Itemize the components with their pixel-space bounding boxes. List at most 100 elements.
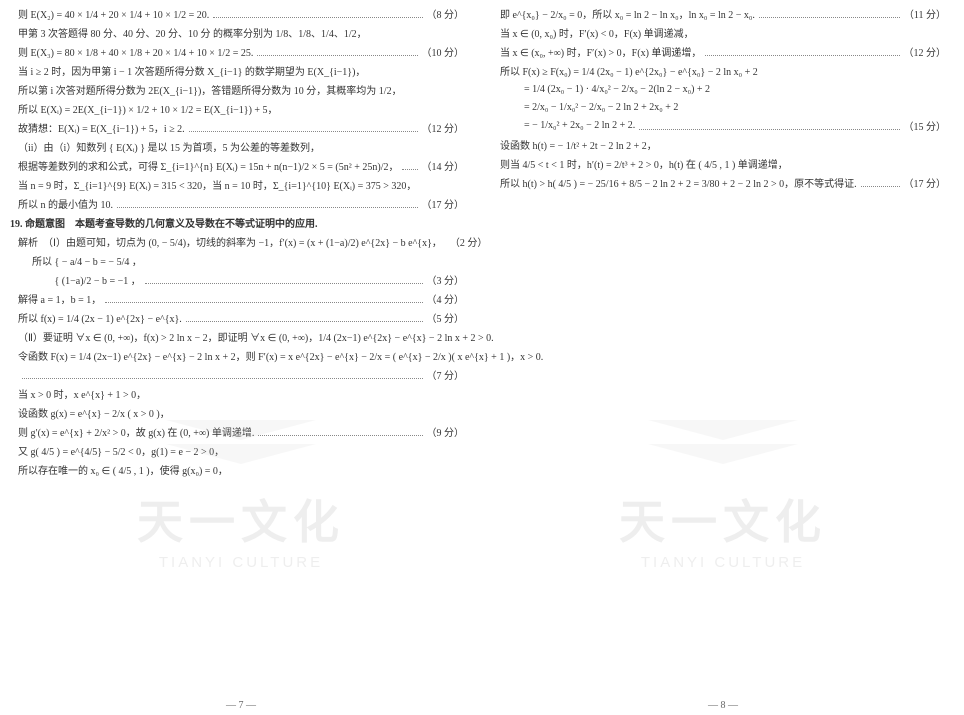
line-text: 所以 n 的最小值为 10. (18, 196, 113, 211)
score-label: （3 分） (427, 272, 465, 287)
text-line: 则当 4/5 < t < 1 时，h′(t) = 2/t³ + 2 > 0，h(… (500, 156, 946, 171)
page-number-left: — 7 — (0, 700, 482, 711)
watermark-chevron-icon (638, 420, 808, 478)
score-label: （9 分） (427, 424, 465, 439)
score-label: （10 分） (422, 44, 465, 59)
line-text: 令函数 F(x) = 1/4 (2x−1) e^{2x} − e^{x} − 2… (18, 348, 543, 363)
leader-dots (105, 295, 422, 303)
text-line: 19. 命题意图 本题考查导数的几何意义及导数在不等式证明中的应用. (10, 215, 464, 230)
line-text: （Ⅱ）要证明 ∀x ∈ (0, +∞)，f(x) > 2 ln x − 2，即证… (18, 329, 494, 344)
leader-dots (22, 371, 423, 379)
watermark-text-en: TIANYI CULTURE (482, 554, 964, 571)
text-line: （7 分） (18, 367, 464, 382)
line-text: 则 g′(x) = e^{x} + 2/x² > 0，故 g(x) 在 (0, … (18, 424, 254, 439)
leader-dots (186, 314, 423, 322)
score-label: （14 分） (422, 158, 465, 173)
leader-dots (861, 179, 900, 187)
text-line: （ii）由（i）知数列 { E(Xᵢ) } 是以 15 为首项，5 为公差的等差… (18, 139, 464, 154)
text-line: 即 e^{x₀} − 2/x₀ = 0，所以 x₀ = ln 2 − ln x₀… (500, 6, 946, 21)
leader-dots (258, 428, 422, 436)
watermark-text-cn: 天一文化 (482, 486, 964, 552)
line-text: 设函数 g(x) = e^{x} − 2/x ( x > 0 )， (18, 405, 170, 420)
leader-dots (117, 200, 418, 208)
text-line: 则 E(X₂) = 40 × 1/4 + 20 × 1/4 + 10 × 1/2… (18, 6, 464, 21)
leader-dots (639, 122, 899, 130)
line-text: 当 x ∈ (0, x₀) 时，F′(x) < 0，F(x) 单调递减， (500, 25, 694, 40)
line-text: 所以 E(Xᵢ) = 2E(X_{i−1}) × 1/2 + 10 × 1/2 … (18, 101, 278, 116)
score-label: （15 分） (904, 118, 947, 133)
leader-dots (257, 48, 417, 56)
score-label: （11 分） (904, 6, 946, 21)
line-text: { (1−a)/2 − b = −1 ， (32, 272, 141, 287)
line-text: 当 n = 9 时，Σ_{i=1}^{9} E(Xᵢ) = 315 < 320，… (18, 177, 416, 192)
text-line: 当 n = 9 时，Σ_{i=1}^{9} E(Xᵢ) = 315 < 320，… (18, 177, 464, 192)
line-text: 所以第 i 次答对题所得分数为 2E(X_{i−1})，答错题所得分数为 10 … (18, 82, 402, 97)
line-text: 则当 4/5 < t < 1 时，h′(t) = 2/t³ + 2 > 0，h(… (500, 156, 788, 171)
text-line: { (1−a)/2 − b = −1 ， （3 分） (18, 272, 464, 287)
text-line: 令函数 F(x) = 1/4 (2x−1) e^{2x} − e^{x} − 2… (18, 348, 464, 363)
score-label: （12 分） (422, 120, 465, 135)
line-text: 即 e^{x₀} − 2/x₀ = 0，所以 x₀ = ln 2 − ln x₀… (500, 6, 755, 21)
text-line: 根据等差数列的求和公式，可得 Σ_{i=1}^{n} E(Xᵢ) = 15n +… (18, 158, 464, 173)
text-line: 所以存在唯一的 x₀ ∈ ( 4/5 , 1 )，使得 g(x₀) = 0， (18, 462, 464, 477)
line-text: 设函数 h(t) = − 1/t² + 2t − 2 ln 2 + 2， (500, 137, 657, 152)
score-label: （4 分） (427, 291, 465, 306)
text-line: （Ⅱ）要证明 ∀x ∈ (0, +∞)，f(x) > 2 ln x − 2，即证… (18, 329, 464, 344)
text-line: 解得 a = 1，b = 1， （4 分） (18, 291, 464, 306)
text-line: 所以 n 的最小值为 10. （17 分） (18, 196, 464, 211)
text-line: = 2/x₀ − 1/x₀² − 2/x₀ − 2 ln 2 + 2x₀ + 2 (500, 100, 946, 114)
line-text: = 2/x₀ − 1/x₀² − 2/x₀ − 2 ln 2 + 2x₀ + 2 (524, 102, 678, 113)
text-line: 解析 （Ⅰ）由题可知，切点为 (0, − 5/4)，切线的斜率为 −1，f′(x… (18, 234, 464, 249)
score-label: （7 分） (427, 367, 465, 382)
text-line: 所以 h(t) > h( 4/5 ) = − 25/16 + 8/5 − 2 l… (500, 175, 946, 190)
leader-dots (145, 276, 423, 284)
text-line: 所以 f(x) = 1/4 (2x − 1) e^{2x} − e^{x}.（5… (18, 310, 464, 325)
text-line: = 1/4 (2x₀ − 1) · 4/x₀² − 2/x₀ − 2(ln 2 … (500, 82, 946, 96)
line-text: 甲第 3 次答题得 80 分、40 分、20 分、10 分 的概率分别为 1/8… (18, 25, 367, 40)
line-text: 所以 F(x) ≥ F(x₀) = 1/4 (2x₀ − 1) e^{2x₀} … (500, 63, 758, 78)
text-line: 所以 { − a/4 − b = − 5/4 ， (18, 253, 464, 268)
score-label: （17 分） (422, 196, 465, 211)
watermark-text-cn: 天一文化 (0, 486, 482, 552)
text-line: 所以第 i 次答对题所得分数为 2E(X_{i−1})，答错题所得分数为 10 … (18, 82, 464, 97)
line-text: 则 E(X₃) = 80 × 1/8 + 40 × 1/8 + 20 × 1/4… (18, 44, 253, 59)
line-text: 解析 （Ⅰ）由题可知，切点为 (0, − 5/4)，切线的斜率为 −1，f′(x… (18, 234, 442, 249)
line-text: 当 x ∈ (x₀, +∞) 时，F′(x) > 0，F(x) 单调递增， (500, 44, 701, 59)
text-line: 则 E(X₃) = 80 × 1/8 + 40 × 1/8 + 20 × 1/4… (18, 44, 464, 59)
leader-dots (759, 10, 900, 18)
watermark-right: 天一文化 TIANYI CULTURE (482, 420, 964, 571)
leader-dots (705, 48, 899, 56)
leader-dots (189, 124, 418, 132)
line-text: 当 i ≥ 2 时，因为甲第 i − 1 次答题所得分数 X_{i−1} 的数学… (18, 63, 365, 78)
text-line: 甲第 3 次答题得 80 分、40 分、20 分、10 分 的概率分别为 1/8… (18, 25, 464, 40)
line-text: 又 g( 4/5 ) = e^{4/5} − 5/2 < 0，g(1) = e … (18, 443, 224, 458)
page-number-right: — 8 — (482, 700, 964, 711)
text-line: 当 x ∈ (0, x₀) 时，F′(x) < 0，F(x) 单调递减， (500, 25, 946, 40)
line-text: （ii）由（i）知数列 { E(Xᵢ) } 是以 15 为首项，5 为公差的等差… (18, 139, 320, 154)
line-text: 所以 { − a/4 − b = − 5/4 ， (32, 253, 142, 268)
line-text: 所以存在唯一的 x₀ ∈ ( 4/5 , 1 )，使得 g(x₀) = 0， (18, 462, 228, 477)
line-text: 则 E(X₂) = 40 × 1/4 + 20 × 1/4 + 10 × 1/2… (18, 6, 209, 21)
line-text: = 1/4 (2x₀ − 1) · 4/x₀² − 2/x₀ − 2(ln 2 … (524, 84, 710, 95)
leader-dots (402, 162, 417, 170)
text-line: 设函数 h(t) = − 1/t² + 2t − 2 ln 2 + 2， (500, 137, 946, 152)
text-line: 又 g( 4/5 ) = e^{4/5} − 5/2 < 0，g(1) = e … (18, 443, 464, 458)
line-text: 所以 h(t) > h( 4/5 ) = − 25/16 + 8/5 − 2 l… (500, 175, 857, 190)
score-label: （17 分） (904, 175, 947, 190)
right-column: 即 e^{x₀} − 2/x₀ = 0，所以 x₀ = ln 2 − ln x₀… (482, 0, 964, 715)
text-line: 故猜想：E(Xᵢ) = E(X_{i−1}) + 5，i ≥ 2. （12 分） (18, 120, 464, 135)
line-text: 故猜想：E(Xᵢ) = E(X_{i−1}) + 5，i ≥ 2. (18, 120, 185, 135)
score-label: （5 分） (427, 310, 465, 325)
line-text: = − 1/x₀² + 2x₀ − 2 ln 2 + 2. (524, 120, 635, 131)
text-line: 设函数 g(x) = e^{x} − 2/x ( x > 0 )， (18, 405, 464, 420)
leader-dots (213, 10, 422, 18)
text-line: 当 x > 0 时，x e^{x} + 1 > 0， (18, 386, 464, 401)
text-line: 则 g′(x) = e^{x} + 2/x² > 0，故 g(x) 在 (0, … (18, 424, 464, 439)
line-text: 根据等差数列的求和公式，可得 Σ_{i=1}^{n} E(Xᵢ) = 15n +… (18, 158, 398, 173)
line-text: 19. 命题意图 本题考查导数的几何意义及导数在不等式证明中的应用. (10, 215, 318, 230)
text-line: = − 1/x₀² + 2x₀ − 2 ln 2 + 2. （15 分） (500, 118, 946, 133)
line-text: 当 x > 0 时，x e^{x} + 1 > 0， (18, 386, 146, 401)
score-label: （8 分） (427, 6, 465, 21)
line-text: 解得 a = 1，b = 1， (18, 291, 101, 306)
text-line: 所以 E(Xᵢ) = 2E(X_{i−1}) × 1/2 + 10 × 1/2 … (18, 101, 464, 116)
